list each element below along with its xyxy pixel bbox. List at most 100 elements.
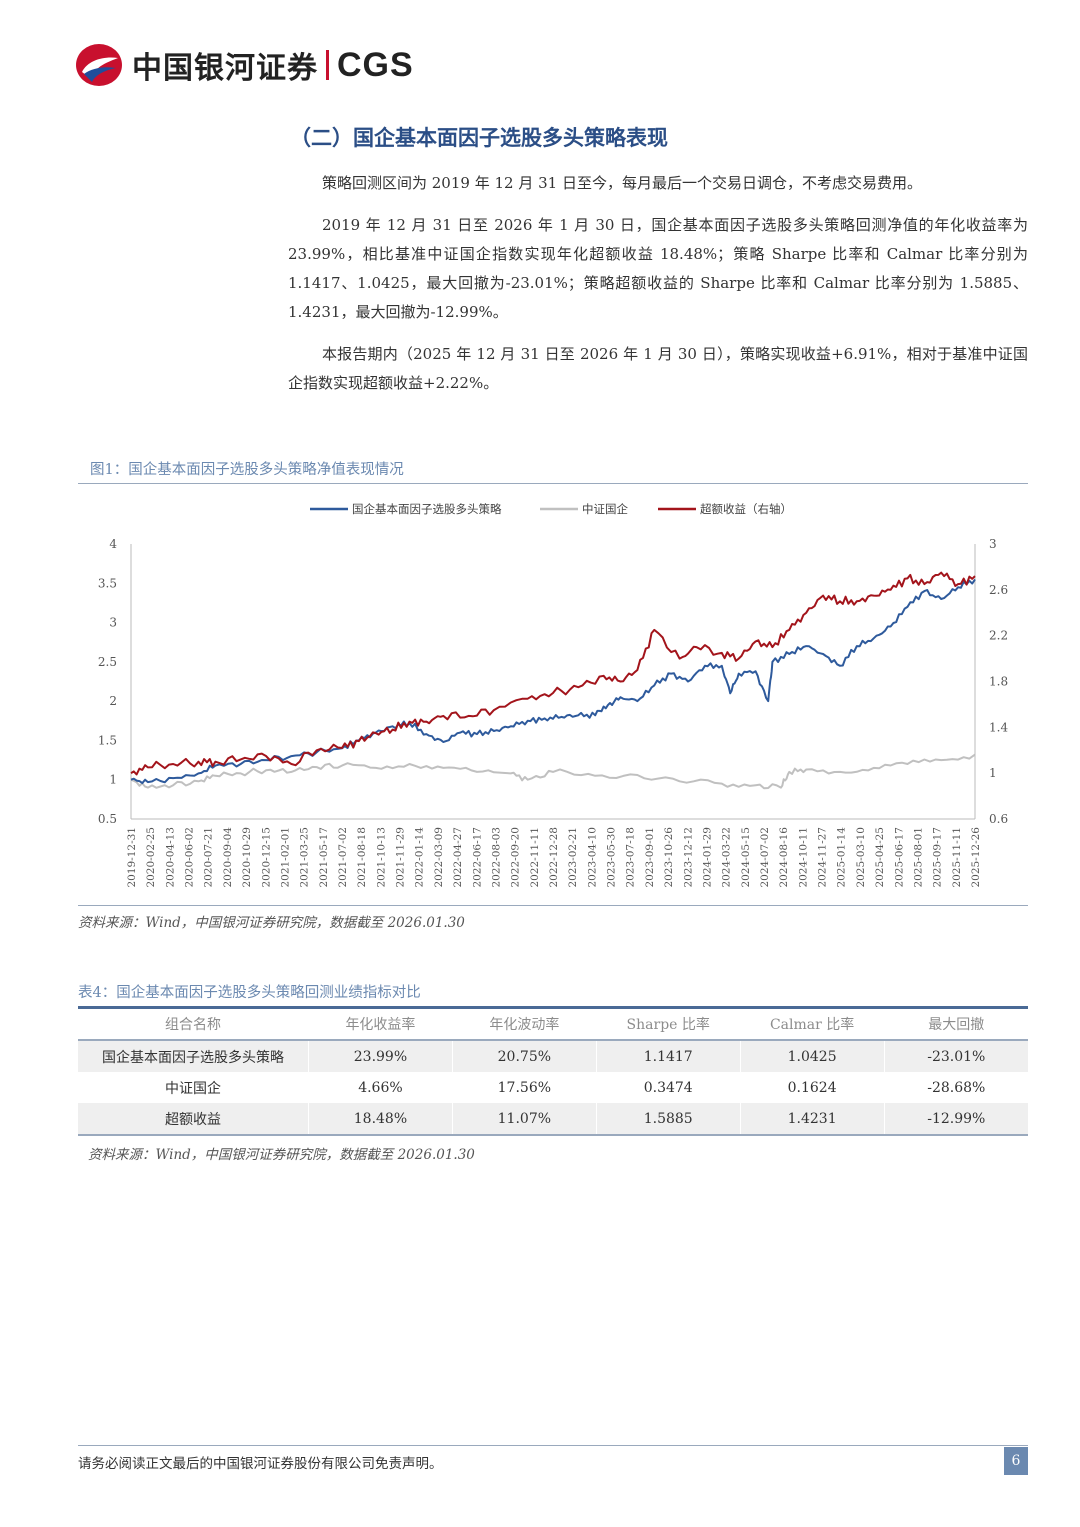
y-left-tick-label: 4 [109, 537, 117, 551]
x-tick-label: 2021-07-02 [337, 827, 349, 888]
y-right-tick-label: 2.2 [989, 629, 1008, 643]
table-cell: 4.66% [308, 1072, 453, 1103]
table-row: 国企基本面因子选股多头策略 23.99% 20.75% 1.1417 1.042… [78, 1040, 1028, 1072]
y-left-tick-label: 2 [109, 694, 117, 708]
series-line-strategy [130, 578, 976, 785]
x-tick-label: 2023-12-12 [682, 827, 694, 888]
y-right-tick-label: 1.4 [989, 720, 1008, 734]
table-cell: 1.0425 [739, 1040, 885, 1072]
x-tick-label: 2020-02-25 [145, 827, 157, 888]
x-tick-label: 2022-09-20 [510, 827, 522, 888]
x-tick-label: 2022-06-17 [471, 827, 483, 888]
page-number: 6 [1004, 1447, 1028, 1475]
x-tick-label: 2025-01-14 [836, 827, 848, 888]
x-tick-label: 2024-05-15 [740, 827, 752, 888]
body-paragraph-1: 策略回测区间为 2019 年 12 月 31 日至今，每月最后一个交易日调仓，不… [322, 174, 922, 192]
table-header-row: 组合名称 年化收益率 年化波动率 Sharpe 比率 Calmar 比率 最大回… [78, 1006, 1028, 1041]
body-paragraph-2: 2019 年 12 月 31 日至 2026 年 1 月 30 日，国企基本面因… [288, 216, 1028, 321]
x-tick-label: 2020-06-02 [184, 827, 196, 888]
figure-source-note: 资料来源：Wind，中国银河证券研究院，数据截至 2026.01.30 [78, 915, 465, 931]
cgs-logo-icon [76, 44, 122, 86]
x-tick-label: 2020-09-04 [222, 827, 234, 888]
legend-label: 国企基本面因子选股多头策略 [352, 502, 502, 516]
x-tick-label: 2023-10-26 [663, 827, 675, 888]
legend-label: 中证国企 [582, 502, 628, 516]
x-tick-label: 2023-05-30 [606, 827, 618, 888]
y-left-tick-label: 1.5 [98, 733, 117, 747]
series-line-benchmark [130, 753, 976, 790]
x-tick-label: 2023-02-21 [567, 827, 579, 888]
table-cell: 1.4231 [739, 1103, 885, 1136]
x-tick-label: 2025-04-25 [874, 827, 886, 888]
table-cell: -23.01% [883, 1040, 1028, 1072]
x-tick-label: 2021-11-29 [395, 827, 407, 888]
x-tick-label: 2021-03-25 [299, 827, 311, 888]
x-tick-label: 2020-04-13 [164, 827, 176, 888]
y-right-tick-label: 0.6 [989, 812, 1008, 826]
table-cell: 国企基本面因子选股多头策略 [78, 1040, 309, 1072]
legend-label: 超额收益（右轴） [700, 502, 792, 516]
x-tick-label: 2024-11-27 [817, 827, 829, 888]
body-paragraph-3: 本报告期内（2025 年 12 月 31 日至 2026 年 1 月 30 日）… [288, 345, 1028, 392]
table-cell: 0.3474 [595, 1072, 741, 1103]
table-cell: 20.75% [451, 1040, 597, 1072]
header-calmar: Calmar 比率 [739, 1006, 885, 1041]
brand-divider [326, 50, 329, 80]
brand-name-cn: 中国银河证券 [132, 51, 318, 86]
x-tick-label: 2019-12-31 [126, 827, 138, 888]
y-right-tick-label: 2.6 [989, 583, 1008, 597]
figure-top-rule [78, 483, 1028, 484]
y-left-tick-label: 1 [109, 773, 117, 787]
header-annual-return: 年化收益率 [308, 1006, 453, 1041]
x-tick-label: 2025-06-17 [893, 827, 905, 888]
header-portfolio-name: 组合名称 [78, 1006, 309, 1041]
x-tick-label: 2022-04-27 [452, 827, 464, 888]
x-tick-label: 2024-01-29 [701, 827, 713, 888]
figure-bottom-rule [78, 905, 1028, 906]
x-tick-label: 2025-09-17 [932, 827, 944, 888]
x-tick-label: 2021-02-01 [279, 827, 291, 888]
table-cell: 中证国企 [165, 1080, 221, 1097]
table-cell: 1.5885 [595, 1103, 741, 1136]
y-left-tick-label: 0.5 [98, 812, 117, 826]
x-tick-label: 2022-03-09 [433, 827, 445, 888]
x-tick-label: 2023-07-18 [625, 827, 637, 888]
x-tick-label: 2025-08-01 [912, 827, 924, 888]
x-tick-label: 2022-12-28 [548, 827, 560, 888]
x-tick-label: 2022-01-14 [414, 827, 426, 888]
header-max-drawdown: 最大回撤 [883, 1006, 1028, 1041]
table-cell: 17.56% [451, 1072, 597, 1103]
section-title: （二）国企基本面因子选股多头策略表现 [290, 125, 668, 150]
table-row: 中证国企 4.66% 17.56% 0.3474 0.1624 -28.68% [78, 1072, 1028, 1103]
header-sharpe: Sharpe 比率 [595, 1006, 741, 1041]
table-source-note: 资料来源：Wind，中国银河证券研究院，数据截至 2026.01.30 [88, 1147, 475, 1163]
table-cell: 18.48% [308, 1103, 453, 1136]
series-line-excess [130, 571, 976, 776]
table-cell: 1.1417 [595, 1040, 741, 1072]
x-tick-label: 2021-05-17 [318, 827, 330, 888]
footer-rule [78, 1445, 1028, 1446]
x-tick-label: 2023-09-01 [644, 827, 656, 888]
y-right-tick-label: 3 [989, 537, 997, 551]
header-annual-volatility: 年化波动率 [451, 1006, 597, 1041]
page-header: 中国银河证券 CGS [74, 40, 414, 90]
table-cell: 0.1624 [739, 1072, 885, 1103]
x-tick-label: 2025-12-26 [970, 827, 982, 888]
x-tick-label: 2024-03-22 [721, 827, 733, 888]
x-tick-label: 2024-08-16 [778, 827, 790, 888]
y-right-tick-label: 1.8 [989, 675, 1008, 689]
x-tick-label: 2020-12-15 [260, 827, 272, 888]
table-title: 表4：国企基本面因子选股多头策略回测业绩指标对比 [78, 985, 421, 1001]
x-tick-label: 2022-08-03 [490, 827, 502, 888]
table-cell: 超额收益 [78, 1103, 309, 1136]
x-tick-label: 2025-03-10 [855, 827, 867, 888]
figure-title: 图1：国企基本面因子选股多头策略净值表现情况 [90, 462, 404, 478]
x-tick-label: 2024-10-11 [797, 827, 809, 888]
table-row: 超额收益 18.48% 11.07% 1.5885 1.4231 -12.99% [78, 1103, 1028, 1136]
x-tick-label: 2025-11-11 [951, 827, 963, 888]
nav-line-chart: 4 3.5 3 2.5 2 1.5 1 0.5 3 2.6 2.2 1.8 1.4 1 0.6 2019-12… [98, 502, 1009, 888]
footer-disclaimer: 请务必阅读正文最后的中国银河证券股份有限公司免责声明。 [78, 1456, 443, 1472]
x-tick-label: 2020-10-29 [241, 827, 253, 888]
table-cell: 23.99% [308, 1040, 453, 1072]
x-tick-label: 2020-07-21 [203, 827, 215, 888]
